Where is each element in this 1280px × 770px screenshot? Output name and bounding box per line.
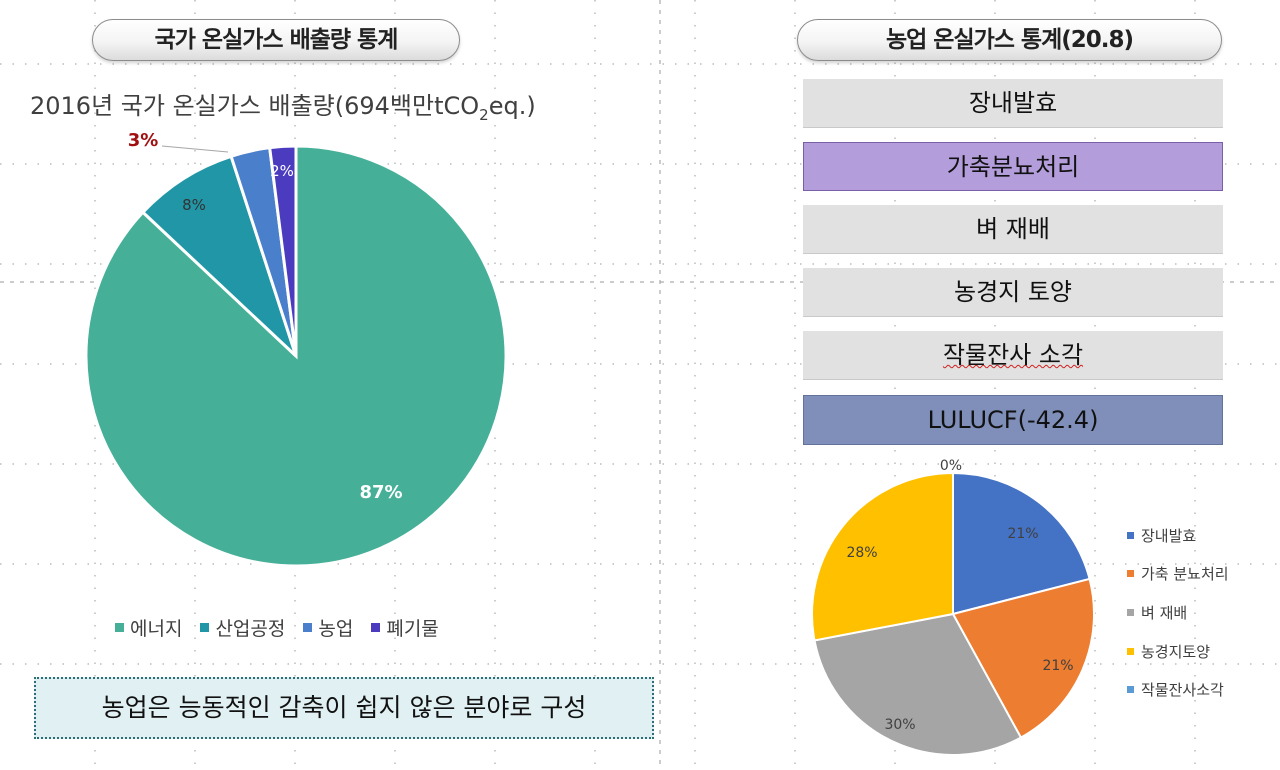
category-box-rice-cultivation: 벼 재배 <box>803 205 1223 254</box>
legend-label-energy: 에너지 <box>130 618 183 640</box>
category-box-residue-burning: 작물잔사 소각 <box>803 331 1223 380</box>
pie-label-residue-burning: 0% <box>940 458 962 474</box>
pie-leader-line-agriculture <box>161 145 229 153</box>
pie-slice-rice-cultivation <box>813 612 1023 756</box>
pie-label-rice-cultivation: 30% <box>884 717 915 733</box>
category-box-enteric-fermentation: 장내발효 <box>803 79 1223 128</box>
pie-slice-enteric-fermentation <box>952 471 1091 616</box>
legend-swatch-agricultural-soil <box>1127 647 1134 655</box>
legend-swatch-energy <box>115 623 124 632</box>
right-panel-header: 농업 온실가스 통계(20.8) <box>797 19 1222 61</box>
legend-item-agricultural-soil: 농경지토양 <box>1127 632 1229 671</box>
legend-label-agriculture: 농업 <box>318 618 354 640</box>
legend-item-residue-burning: 작물잔사소각 <box>1127 670 1229 709</box>
pie-slice-agricultural-soil <box>811 471 954 642</box>
legend-label-rice-cultivation: 벼 재배 <box>1141 603 1188 622</box>
national-emissions-legend: 에너지 산업공정 농업 폐기물 <box>115 614 439 641</box>
category-box-agricultural-soil: 농경지 토양 <box>803 268 1223 317</box>
left-chart-title-subscript: 2 <box>479 106 489 124</box>
legend-item-agriculture: 농업 <box>303 614 353 641</box>
legend-swatch-enteric-fermentation <box>1127 531 1134 539</box>
left-chart-title: 2016년 국가 온실가스 배출량(694백만tCO2eq.) <box>30 86 536 124</box>
pie-label-manure-management: 21% <box>1042 658 1073 674</box>
pie-slice-manure-management <box>951 577 1095 739</box>
pie-label-energy: 87% <box>359 482 402 503</box>
legend-label-industry: 산업공정 <box>215 618 286 640</box>
legend-swatch-rice-cultivation <box>1127 608 1134 616</box>
legend-label-manure-management: 가축 분뇨처리 <box>1141 565 1229 584</box>
category-box-lulucf: LULUCF(-42.4) <box>803 395 1223 445</box>
agriculture-note-box: 농업은 능동적인 감축이 쉽지 않은 분야로 구성 <box>34 677 654 739</box>
legend-label-enteric-fermentation: 장내발효 <box>1141 526 1197 545</box>
legend-label-waste: 폐기물 <box>386 618 439 640</box>
legend-item-energy: 에너지 <box>115 614 182 641</box>
legend-label-residue-burning: 작물잔사소각 <box>1141 681 1224 700</box>
legend-swatch-agriculture <box>303 623 313 632</box>
legend-item-waste: 폐기물 <box>371 614 439 641</box>
pie-label-waste: 2% <box>270 162 294 180</box>
pie-slice-waste <box>268 144 298 357</box>
legend-label-agricultural-soil: 농경지토양 <box>1141 642 1211 661</box>
legend-item-industry: 산업공정 <box>200 614 285 641</box>
pie-slice-industry <box>140 154 298 358</box>
legend-swatch-industry <box>200 623 210 632</box>
legend-swatch-manure-management <box>1127 570 1134 578</box>
pie-label-agriculture: 3% <box>128 130 159 151</box>
left-chart-title-main: 2016년 국가 온실가스 배출량(694백만tCO <box>30 92 480 120</box>
left-panel-header: 국가 온실가스 배출량 통계 <box>92 19 460 61</box>
pie-label-industry: 8% <box>182 196 206 214</box>
pie-label-agricultural-soil: 28% <box>846 545 877 561</box>
left-chart-title-end: eq.) <box>488 92 536 120</box>
pie-label-enteric-fermentation: 21% <box>1007 526 1038 542</box>
category-box-manure-management: 가축분뇨처리 <box>803 142 1223 191</box>
legend-swatch-residue-burning <box>1127 686 1134 694</box>
legend-item-enteric-fermentation: 장내발효 <box>1127 516 1229 555</box>
legend-item-manure-management: 가축 분뇨처리 <box>1127 555 1229 594</box>
legend-swatch-waste <box>371 623 381 632</box>
legend-item-rice-cultivation: 벼 재배 <box>1127 593 1229 632</box>
